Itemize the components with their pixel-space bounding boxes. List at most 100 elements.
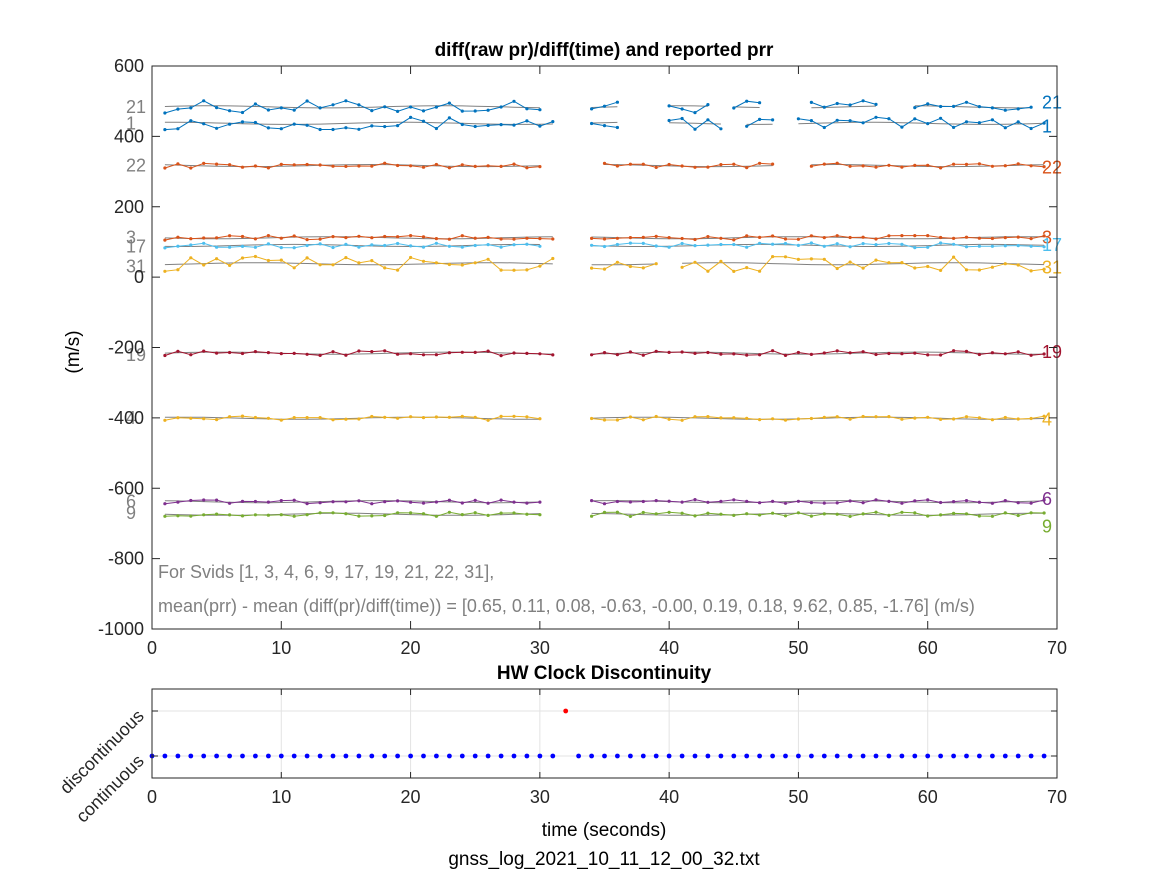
data-point xyxy=(176,162,180,166)
clock-point xyxy=(640,753,646,759)
data-point xyxy=(538,352,542,356)
data-point xyxy=(460,414,464,418)
data-point xyxy=(952,242,956,246)
data-point xyxy=(822,351,826,355)
data-point xyxy=(189,237,193,241)
data-point xyxy=(486,501,490,505)
data-point xyxy=(628,514,633,519)
data-point xyxy=(913,416,917,420)
data-point xyxy=(977,236,982,240)
data-point xyxy=(641,162,645,166)
data-point xyxy=(602,124,607,128)
data-point xyxy=(421,235,426,239)
data-point xyxy=(745,245,749,249)
data-point xyxy=(266,242,270,246)
data-point xyxy=(835,512,839,516)
data-point xyxy=(693,165,697,169)
clock-point xyxy=(304,753,310,759)
data-point xyxy=(240,165,245,169)
clock-point xyxy=(511,753,517,759)
data-point xyxy=(913,499,917,503)
data-point xyxy=(758,241,762,245)
data-point xyxy=(952,349,956,353)
data-point xyxy=(964,415,969,419)
data-point xyxy=(409,164,413,168)
data-point xyxy=(292,514,296,518)
data-point xyxy=(758,161,762,165)
clock-chart-title: HW Clock Discontinuity xyxy=(497,663,712,684)
data-point xyxy=(693,260,697,264)
data-point xyxy=(1029,244,1033,248)
data-point xyxy=(964,120,969,124)
clock-point xyxy=(214,753,220,759)
data-point xyxy=(163,514,167,518)
data-point xyxy=(344,353,348,357)
data-point xyxy=(783,237,788,241)
prr-line-17 xyxy=(591,243,1045,247)
data-point xyxy=(266,351,270,355)
data-point xyxy=(215,162,219,166)
data-point xyxy=(460,163,464,167)
data-point xyxy=(848,351,852,355)
data-point xyxy=(279,246,283,250)
data-point xyxy=(551,120,555,124)
data-point xyxy=(990,106,995,110)
data-point xyxy=(667,350,671,354)
data-point xyxy=(473,415,477,419)
data-point xyxy=(977,514,982,518)
series-label-left-6: 6 xyxy=(126,492,136,512)
prr-line-21 xyxy=(733,106,760,108)
data-point xyxy=(602,267,607,271)
data-point xyxy=(331,245,335,250)
data-point xyxy=(421,109,426,113)
data-point xyxy=(706,118,710,122)
data-point xyxy=(460,263,464,267)
data-point xyxy=(900,242,904,246)
data-point xyxy=(783,241,788,246)
data-point xyxy=(809,100,814,104)
data-point xyxy=(538,244,542,248)
clock-point xyxy=(925,753,931,759)
data-point xyxy=(525,119,529,123)
clock-point xyxy=(369,753,375,759)
data-point xyxy=(809,501,814,505)
data-point xyxy=(848,103,852,107)
data-point xyxy=(771,242,775,246)
data-point xyxy=(383,243,387,248)
diff-line-21 xyxy=(164,100,540,114)
data-point xyxy=(771,511,775,515)
clock-point xyxy=(602,753,607,759)
series-label-left-4: 4 xyxy=(126,408,136,428)
data-point xyxy=(939,353,943,357)
data-point xyxy=(1029,416,1033,421)
data-point xyxy=(357,499,361,503)
data-point xyxy=(887,241,891,246)
data-point xyxy=(641,418,645,422)
data-point xyxy=(848,235,852,240)
data-point xyxy=(240,499,245,503)
data-point xyxy=(396,235,400,239)
data-point xyxy=(279,106,283,110)
clock-point xyxy=(731,753,737,759)
data-point xyxy=(1029,353,1033,357)
data-point xyxy=(822,105,826,109)
data-point xyxy=(745,353,749,357)
data-point xyxy=(253,237,257,241)
data-point xyxy=(732,106,736,110)
clock-point xyxy=(201,753,207,759)
data-point xyxy=(809,164,814,168)
data-point xyxy=(654,234,658,238)
data-point xyxy=(1016,513,1020,518)
data-point xyxy=(1016,417,1020,421)
data-point xyxy=(861,99,865,103)
data-point xyxy=(758,353,762,357)
data-point xyxy=(1003,236,1007,240)
data-point xyxy=(253,415,257,420)
data-point xyxy=(628,415,633,419)
data-point xyxy=(654,165,658,169)
prr-line-1 xyxy=(669,122,721,125)
data-point xyxy=(1042,511,1046,515)
data-point xyxy=(228,350,232,355)
data-point xyxy=(758,501,762,505)
data-point xyxy=(486,513,490,518)
